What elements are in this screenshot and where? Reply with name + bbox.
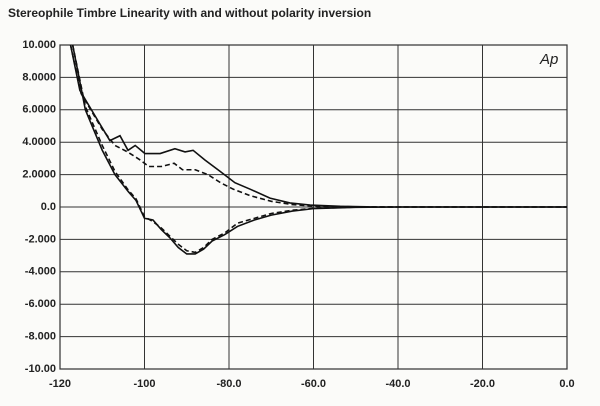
y-tick-label: 0.0 [41,201,56,213]
x-tick-label: -100 [133,378,155,390]
y-tick-label: -8.000 [25,331,56,343]
y-tick-label: -4.000 [25,266,56,278]
y-tick-label: 10.000 [22,39,56,51]
y-tick-label: 6.0000 [22,104,56,116]
y-tick-label: -6.000 [25,298,56,310]
data-line [71,44,567,255]
y-tick-label: -2.000 [25,233,56,245]
y-tick-label: 8.0000 [22,71,56,83]
x-tick-label: -80.0 [216,378,241,390]
y-tick-label: -10.00 [25,363,56,375]
x-tick-label: -60.0 [301,378,326,390]
x-tick-label: -40.0 [385,378,410,390]
x-tick-label: -20.0 [470,378,495,390]
y-tick-label: 2.0000 [22,169,56,181]
y-tick-label: 4.0000 [22,136,56,148]
data-line [69,44,567,208]
data-line [69,44,567,208]
x-tick-label: 0.0 [559,378,574,390]
annotation: Ap [539,51,558,68]
chart-title: Stereophile Timbre Linearity with and wi… [8,6,371,20]
x-tick-label: -120 [49,378,71,390]
data-line [71,44,567,254]
